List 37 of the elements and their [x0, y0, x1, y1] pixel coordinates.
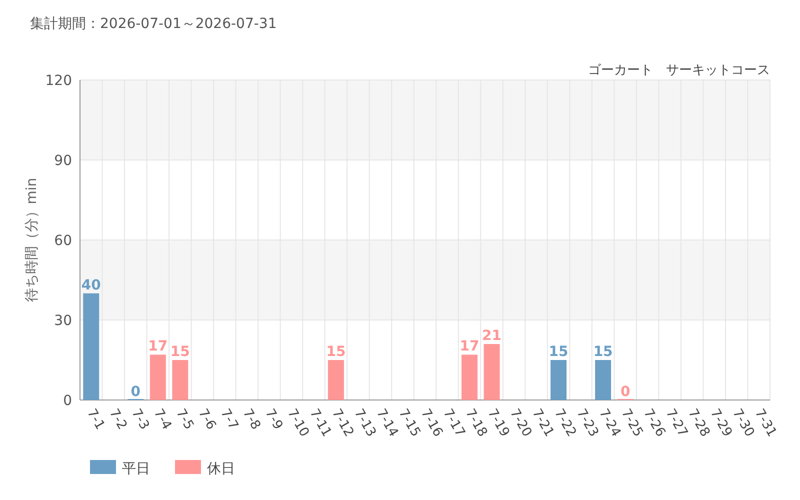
data-label: 0 — [620, 384, 630, 400]
legend-label: 平日 — [122, 461, 150, 477]
y-tick-label: 60 — [54, 233, 72, 249]
data-label: 0 — [130, 384, 141, 400]
y-tick-label: 30 — [54, 313, 72, 329]
data-label: 40 — [81, 277, 102, 294]
bar — [595, 360, 612, 400]
x-tick-label: 7-5 — [172, 406, 196, 432]
bar — [150, 354, 166, 400]
data-label: 15 — [170, 344, 190, 360]
y-tick-label: 0 — [63, 393, 72, 409]
bar — [462, 354, 478, 400]
legend-label: 休日 — [207, 461, 235, 477]
bar — [83, 293, 100, 400]
x-tick-label: 7-9 — [262, 406, 286, 432]
x-tick-label: 7-1 — [84, 406, 108, 432]
data-label: 17 — [148, 338, 168, 355]
x-tick-label: 7-6 — [194, 406, 219, 432]
x-tick-label: 7-4 — [150, 406, 174, 432]
data-label: 17 — [460, 338, 480, 355]
y-tick-label: 90 — [54, 153, 72, 169]
bar — [172, 360, 188, 400]
y-axis-title: 待ち時間（分）min — [24, 178, 40, 302]
data-label: 15 — [326, 344, 346, 360]
chart-title: 集計期間：2026-07-01～2026-07-31 — [30, 16, 277, 32]
bar — [550, 360, 567, 400]
y-tick-label: 120 — [45, 73, 72, 89]
data-label: 15 — [593, 344, 613, 360]
x-tick-label: 7-2 — [106, 406, 130, 432]
data-label: 21 — [482, 328, 502, 344]
x-tick-label: 7-3 — [128, 406, 152, 432]
bar — [484, 344, 500, 400]
bar — [328, 360, 344, 400]
chart-subtitle: ゴーカート サーキットコース — [588, 63, 770, 78]
data-label: 15 — [548, 344, 568, 360]
x-tick-label: 7-8 — [239, 406, 264, 432]
x-tick-label: 7-7 — [217, 406, 241, 432]
